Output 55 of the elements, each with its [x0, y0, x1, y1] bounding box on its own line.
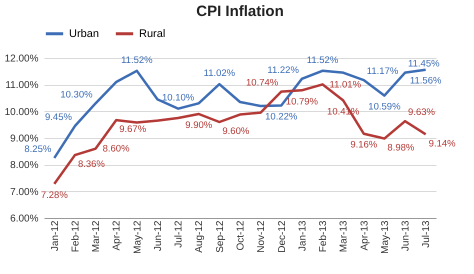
x-tick-label: Dec-12 [276, 220, 288, 253]
data-label: 11.22% [267, 64, 300, 76]
x-tick-label: Mar-12 [91, 220, 102, 252]
x-tick-label: Sep-12 [214, 220, 226, 253]
data-label: 8.60% [102, 144, 130, 155]
data-label: 9.60% [222, 126, 250, 137]
data-label: 7.28% [40, 190, 68, 201]
data-label: 11.45% [408, 58, 440, 70]
x-tick-label: Apr-12 [112, 220, 123, 251]
data-label: 10.79% [286, 96, 319, 108]
data-label: 9.90% [185, 120, 213, 131]
y-tick-label: 9.00% [10, 134, 39, 144]
x-tick-label: Jul-12 [174, 220, 185, 248]
chart-title: CPI Inflation [196, 3, 284, 20]
x-tick-label: Feb-12 [70, 220, 82, 252]
legend-label: Rural [139, 28, 166, 40]
data-label: 10.74% [246, 78, 279, 89]
data-label: 8.98% [387, 142, 415, 154]
x-tick-label: Jun-13 [400, 220, 412, 252]
data-label: 11.52% [306, 54, 339, 66]
data-label: 11.01% [330, 79, 362, 90]
y-tick-label: 12.00% [4, 54, 39, 64]
legend-label: Urban [69, 28, 99, 40]
data-label: 8.36% [78, 159, 106, 170]
x-tick-label: May-13 [380, 220, 391, 254]
y-tick-label: 7.00% [10, 186, 39, 198]
data-label: 9.14% [428, 138, 456, 150]
y-tick-label: 8.00% [10, 160, 39, 172]
x-tick-label: Oct-12 [236, 220, 246, 251]
x-tick-label: Feb-13 [318, 220, 330, 252]
y-tick-label: 11.00% [5, 80, 39, 92]
data-label: 10.30% [60, 89, 94, 100]
data-label: 9.45% [45, 112, 72, 123]
data-label: 9.63% [408, 107, 436, 118]
data-label: 9.67% [119, 124, 147, 136]
x-tick-label: Apr-13 [359, 220, 370, 251]
x-tick-label: Jul-13 [421, 220, 432, 248]
y-tick-label: 6.00% [10, 214, 39, 224]
data-label: 10.59% [368, 102, 402, 113]
data-label: 11.56% [410, 76, 442, 87]
x-tick-label: Aug-12 [194, 220, 206, 253]
data-label: 10.22% [265, 111, 298, 122]
data-label: 10.10% [162, 92, 195, 104]
x-tick-label: Jun-12 [152, 220, 164, 252]
data-label: 11.52% [121, 54, 154, 66]
x-tick-label: May-12 [132, 220, 144, 254]
x-tick-label: Nov-12 [256, 220, 268, 253]
x-tick-label: Jan-12 [50, 220, 61, 252]
data-label: 8.25% [24, 144, 52, 155]
data-label: 11.02% [204, 68, 236, 80]
data-label: 9.16% [350, 140, 378, 151]
data-label: 11.17% [366, 66, 399, 78]
y-tick-label: 10.00% [4, 106, 39, 118]
x-tick-label: Jan-13 [297, 220, 308, 252]
x-tick-label: Mar-13 [338, 220, 350, 252]
